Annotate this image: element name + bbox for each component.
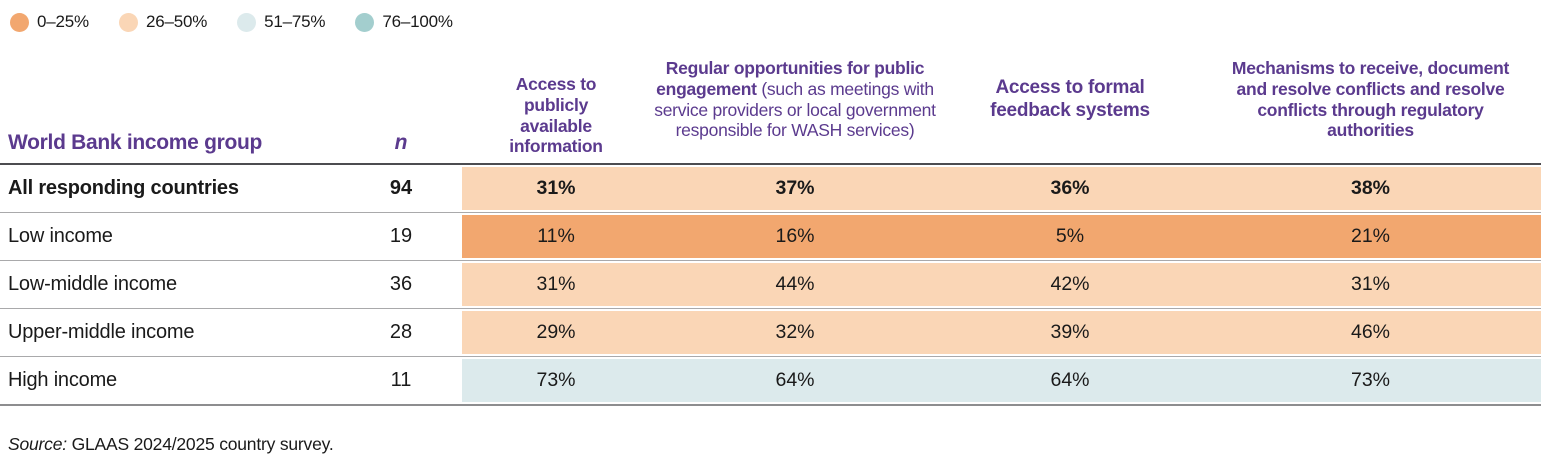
value-cell: 64% <box>1050 369 1090 391</box>
row-group-label: Low income <box>8 225 113 247</box>
row-n-value: 28 <box>389 321 413 343</box>
legend-swatch-0-25-icon <box>10 12 29 32</box>
column-header-n: n <box>394 131 408 154</box>
legend-label: 26–50% <box>145 12 208 31</box>
source-text: GLAAS 2024/2025 country survey. <box>66 434 334 454</box>
value-cell: 38% <box>1350 177 1391 199</box>
row-value-band: 31% 37% 36% 38% <box>462 167 1541 210</box>
legend-label: 51–75% <box>264 12 326 31</box>
value-cell: 21% <box>1350 225 1391 247</box>
source-prefix: Source: <box>8 434 67 454</box>
value-cell: 31% <box>536 273 576 295</box>
value-cell: 32% <box>775 321 815 343</box>
value-cell: 44% <box>775 273 815 295</box>
value-cell: 5% <box>1055 225 1085 247</box>
legend-swatch-51-75-icon <box>237 12 257 32</box>
row-group-label: All responding countries <box>8 177 239 199</box>
column-header-feedback-systems: Access to formal feedback systems <box>940 77 1200 122</box>
legend-item-0-25: 0–25% <box>10 12 89 32</box>
table-row-upper-middle-income: Upper-middle income 28 29% 32% 39% 46% <box>0 308 1541 356</box>
table-header-row: World Bank income group n Access to publ… <box>0 36 1541 163</box>
column-header-income-group: World Bank income group <box>8 131 263 154</box>
row-group-label: Upper-middle income <box>8 321 195 343</box>
value-cell: 16% <box>775 225 815 247</box>
value-cell: 29% <box>536 321 576 343</box>
row-group-label: Low-middle income <box>8 273 177 295</box>
value-cell: 46% <box>1350 321 1391 343</box>
column-header-conflict-mechanisms: Mechanisms to receive, document and reso… <box>1200 58 1541 141</box>
value-cell: 39% <box>1050 321 1090 343</box>
row-value-band: 31% 44% 42% 31% <box>462 263 1541 306</box>
income-group-table: World Bank income group n Access to publ… <box>0 36 1541 406</box>
row-n-value: 94 <box>389 177 413 199</box>
table-row-high-income: High income 11 73% 64% 64% 73% <box>0 356 1541 404</box>
source-note: Source: GLAAS 2024/2025 country survey. <box>8 434 1548 455</box>
value-cell: 37% <box>775 177 815 199</box>
value-cell: 36% <box>1050 177 1090 199</box>
value-cell: 64% <box>775 369 815 391</box>
row-n-value: 36 <box>389 273 413 295</box>
row-value-band: 29% 32% 39% 46% <box>462 311 1541 354</box>
value-cell: 73% <box>1350 369 1391 391</box>
legend-swatch-76-100-icon <box>355 12 375 32</box>
legend-item-26-50: 26–50% <box>118 12 208 32</box>
row-value-band: 73% 64% 64% 73% <box>462 359 1541 402</box>
row-n-value: 19 <box>389 225 413 247</box>
value-cell: 31% <box>536 177 576 199</box>
color-legend: 0–25% 26–50% 51–75% 76–100% <box>10 8 1548 36</box>
legend-label: 0–25% <box>37 12 89 31</box>
table-row-low-middle-income: Low-middle income 36 31% 44% 42% 31% <box>0 260 1541 308</box>
value-cell: 42% <box>1050 273 1090 295</box>
column-header-bold-text: Access to formal feedback systems <box>990 77 1150 121</box>
row-value-band: 11% 16% 5% 21% <box>462 215 1541 258</box>
table-row-low-income: Low income 19 11% 16% 5% 21% <box>0 212 1541 260</box>
legend-swatch-26-50-icon <box>118 12 138 32</box>
table-body: All responding countries 94 31% 37% 36% … <box>0 163 1541 406</box>
table-row-all-responding-countries: All responding countries 94 31% 37% 36% … <box>0 163 1541 212</box>
row-n-value: 11 <box>390 369 412 391</box>
value-cell: 73% <box>536 369 576 391</box>
value-cell: 31% <box>1350 273 1391 295</box>
column-header-bold-text: Regular opportunities for public engagem… <box>656 58 925 99</box>
value-cell: 11% <box>537 225 575 247</box>
row-group-label: High income <box>8 369 117 391</box>
legend-label: 76–100% <box>382 12 453 31</box>
column-header-bold-text: Mechanisms to receive, document and reso… <box>1231 58 1510 141</box>
column-header-public-information: Access to publicly available information <box>462 74 650 163</box>
column-header-note-text: (such as meetings with service providers… <box>654 78 936 141</box>
column-header-bold-text: Access to publicly available information <box>509 74 603 157</box>
column-header-public-engagement: Regular opportunities for public engagem… <box>650 58 940 141</box>
legend-item-76-100: 76–100% <box>355 12 453 32</box>
legend-item-51-75: 51–75% <box>237 12 326 32</box>
